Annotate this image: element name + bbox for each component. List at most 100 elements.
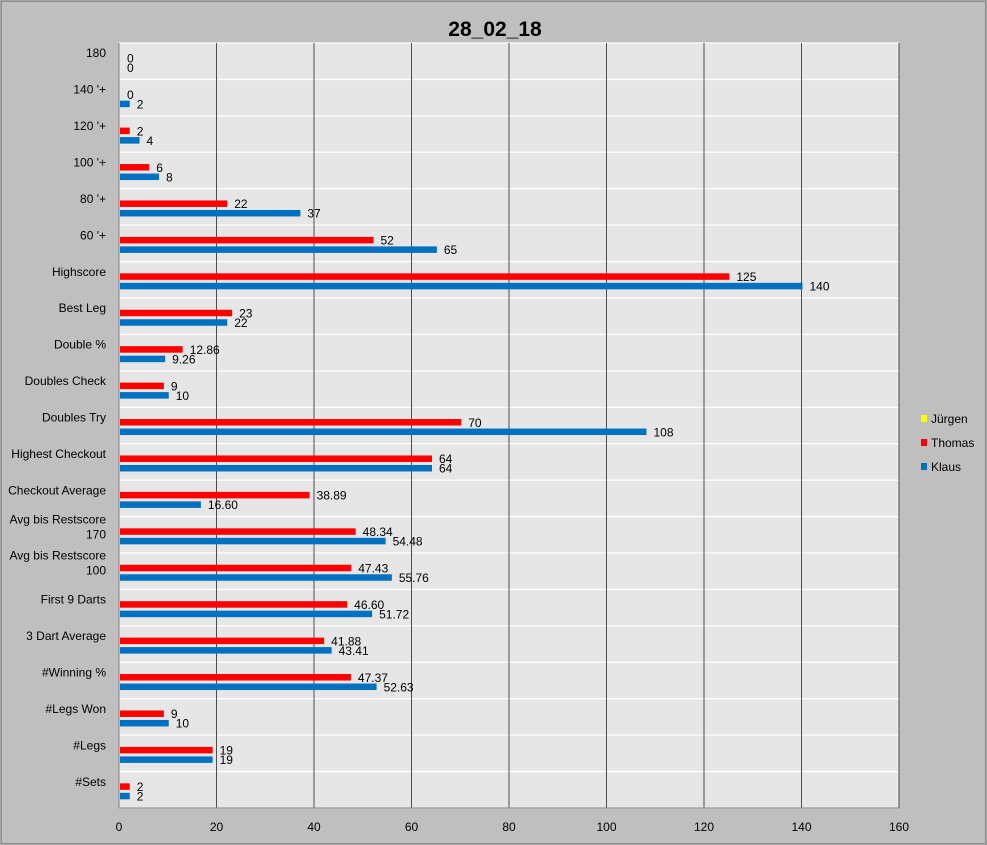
- data-label: 43.41: [339, 644, 369, 658]
- data-label: 22: [234, 197, 248, 211]
- data-label: 64: [439, 452, 453, 466]
- bar-klaus: [120, 792, 130, 800]
- category-label: 3 Dart Average: [26, 629, 106, 643]
- x-tick-label: 20: [210, 820, 224, 834]
- data-label: 0: [127, 61, 134, 75]
- category-label: 100: [86, 564, 106, 578]
- bar-klaus: [120, 428, 647, 436]
- data-label: 10: [176, 717, 190, 731]
- legend-label: Jürgen: [931, 412, 968, 426]
- category-label: #Legs Won: [46, 702, 107, 716]
- data-label: 108: [654, 425, 674, 439]
- x-tick-label: 120: [694, 820, 714, 834]
- category-label: #Legs: [73, 738, 106, 752]
- bar-thomas: [120, 528, 356, 535]
- bar-thomas: [120, 601, 348, 608]
- data-label: 2: [137, 97, 144, 111]
- category-label: 100 '+: [73, 156, 106, 170]
- bar-thomas: [120, 674, 351, 681]
- data-label: 16.60: [208, 498, 238, 512]
- legend-label: Thomas: [931, 436, 974, 450]
- bar-klaus: [120, 464, 432, 472]
- bar-thomas: [120, 164, 150, 171]
- data-label: 54.48: [393, 535, 423, 549]
- category-label: 120 '+: [73, 119, 106, 133]
- bar-klaus: [120, 647, 332, 654]
- category-label: Avg bis Restscore: [10, 512, 107, 526]
- category-label: 60 '+: [80, 228, 106, 242]
- bar-klaus: [120, 100, 130, 108]
- bar-klaus: [120, 537, 386, 545]
- category-label: Highest Checkout: [11, 447, 106, 461]
- data-label: 12.86: [190, 343, 220, 357]
- x-tick-label: 160: [889, 820, 909, 834]
- category-label: 170: [86, 527, 106, 541]
- bar-thomas: [120, 200, 228, 207]
- bar-thomas: [120, 382, 164, 390]
- category-label: Avg bis Restscore: [10, 549, 107, 563]
- bar-klaus: [120, 319, 228, 326]
- bar-klaus: [120, 282, 803, 290]
- bar-thomas: [120, 273, 730, 280]
- category-label: 80 '+: [80, 192, 106, 206]
- category-label: #Sets: [75, 775, 106, 789]
- bar-thomas: [120, 783, 130, 790]
- bar-thomas: [120, 564, 352, 572]
- bar-thomas: [120, 637, 325, 645]
- data-label: 6: [156, 161, 163, 175]
- bar-klaus: [120, 355, 166, 363]
- x-tick-label: 0: [116, 820, 123, 834]
- bar-klaus: [120, 137, 140, 144]
- bar-thomas: [120, 746, 213, 754]
- bars: [120, 100, 803, 800]
- gridlines: [118, 42, 900, 809]
- category-label: Best Leg: [59, 301, 106, 315]
- bar-klaus: [120, 683, 377, 691]
- data-label: 70: [468, 416, 482, 430]
- x-tick-label: 100: [596, 820, 616, 834]
- category-label: 140 '+: [73, 83, 106, 97]
- bar-klaus: [120, 246, 437, 253]
- x-tick-label: 40: [307, 820, 321, 834]
- data-label: 41.88: [331, 634, 361, 648]
- data-label: 64: [439, 462, 453, 476]
- bar-klaus: [120, 501, 201, 508]
- legend-label: Klaus: [931, 460, 961, 474]
- bar-klaus: [120, 392, 169, 399]
- data-label: 55.76: [399, 571, 429, 585]
- bar-thomas: [120, 491, 310, 499]
- x-tick-label: 80: [502, 820, 516, 834]
- category-label: Doubles Try: [42, 411, 106, 425]
- data-label: 19: [220, 753, 234, 767]
- category-label: #Winning %: [42, 666, 106, 680]
- data-label: 19: [220, 744, 234, 758]
- bar-klaus: [120, 610, 373, 618]
- category-label: Double %: [54, 338, 106, 352]
- data-label: 4: [147, 134, 154, 148]
- data-label: 2: [137, 780, 144, 794]
- chart-title: 28_02_18: [448, 18, 542, 41]
- data-label: 140: [810, 280, 830, 294]
- bar-thomas: [120, 346, 183, 353]
- data-label: 46.60: [354, 598, 384, 612]
- category-label: First 9 Darts: [41, 593, 106, 607]
- bar-klaus: [120, 173, 159, 181]
- data-label: 65: [444, 243, 458, 257]
- legend-swatch: [921, 439, 927, 446]
- legend-swatch: [921, 463, 927, 470]
- data-label: 125: [736, 270, 756, 284]
- bar-thomas: [120, 419, 462, 426]
- data-labels: 002622521252312.869706438.8948.3447.4346…: [127, 52, 830, 804]
- data-label: 2: [137, 790, 144, 804]
- bar-thomas: [120, 127, 130, 135]
- data-label: 51.72: [379, 607, 409, 621]
- bar-klaus: [120, 574, 392, 581]
- data-label: 10: [176, 389, 190, 403]
- data-label: 37: [307, 207, 321, 221]
- data-label: 38.89: [317, 489, 347, 503]
- data-label: 9: [171, 379, 178, 393]
- x-tick-label: 60: [405, 820, 419, 834]
- category-label: Highscore: [52, 265, 106, 279]
- category-axis: 180 140 '+ 120 '+ 100 '+ 80 '+ 60 '+ Highscore…: [8, 46, 107, 789]
